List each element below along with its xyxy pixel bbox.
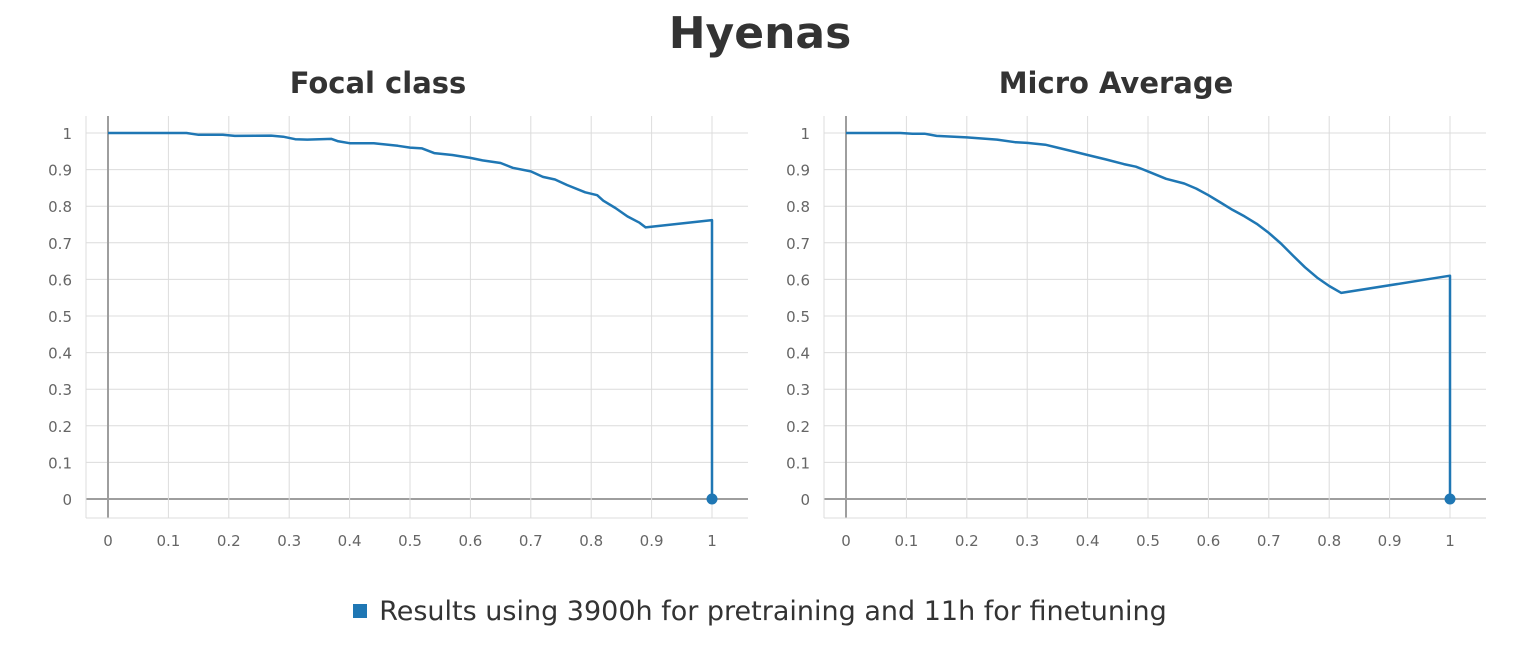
- x-tick-label: 0.2: [217, 532, 241, 550]
- y-tick-label: 0.4: [786, 345, 810, 363]
- chart-panel-focal-class: Focal class 0 0.1 0.2 0.3 0.4 0.5 0.6 0.7 0.8 0.9…: [8, 60, 748, 560]
- chart-focal-class[interactable]: 0 0.1 0.2 0.3 0.4 0.5 0.6 0.7 0.8 0.9 1 0 0.1 0.2 0.3 0…: [8, 100, 748, 560]
- x-tick-label: 0.9: [640, 532, 664, 550]
- y-tick-label: 0.6: [786, 271, 810, 289]
- y-tick-label: 0.1: [786, 454, 810, 472]
- chart-micro-average[interactable]: 0 0.1 0.2 0.3 0.4 0.5 0.6 0.7 0.8 0.9 1 0 0.1 0.2 0.3 0…: [746, 100, 1486, 560]
- y-tick-label: 0.7: [48, 235, 72, 253]
- y-tick-label: 0.3: [786, 381, 810, 399]
- x-tick-label: 1: [707, 532, 717, 550]
- y-tick-label: 0: [62, 491, 72, 509]
- y-tick-label: 0.8: [48, 198, 72, 216]
- legend-label: Results using 3900h for pretraining and …: [379, 596, 1167, 627]
- series-line: [108, 131, 714, 499]
- x-tick-label: 0.4: [338, 532, 362, 550]
- x-tick-label: 0.3: [1015, 532, 1039, 550]
- x-tick-label: 0.1: [156, 532, 180, 550]
- y-tick-label: 0.8: [786, 198, 810, 216]
- y-tick-label: 0.5: [786, 308, 810, 326]
- x-tick-label: 0.4: [1076, 532, 1100, 550]
- y-tick-label: 0.9: [786, 162, 810, 180]
- y-tick-label: 0.3: [48, 381, 72, 399]
- x-tick-label: 0: [103, 532, 113, 550]
- series-end-point: [706, 493, 718, 505]
- y-tick-label: 0.4: [48, 345, 72, 363]
- y-tick-label: 0: [800, 491, 810, 509]
- x-tick-label: 0: [841, 532, 851, 550]
- y-tick-label: 0.7: [786, 235, 810, 253]
- x-tick-label: 0.7: [1257, 532, 1281, 550]
- x-tick-label: 0.3: [277, 532, 301, 550]
- series-end-point: [1444, 493, 1456, 505]
- chart-panel-micro-average: Micro Average 0 0.1 0.2 0.3 0.4 0.5 0.6 0.7 0.8 0…: [746, 60, 1486, 560]
- figure-title: Hyenas: [668, 8, 852, 59]
- chart-title-micro-average: Micro Average: [998, 66, 1234, 100]
- y-tick-label: 0.1: [48, 454, 72, 472]
- x-tick-label: 0.1: [894, 532, 918, 550]
- x-tick-label: 0.5: [1136, 532, 1160, 550]
- x-tick-label: 0.6: [1196, 532, 1220, 550]
- x-tick-label: 0.7: [519, 532, 543, 550]
- x-tick-label: 0.5: [398, 532, 422, 550]
- legend[interactable]: Results using 3900h for pretraining and …: [0, 596, 1520, 627]
- x-tick-label: 0.8: [1317, 532, 1341, 550]
- y-tick-label: 0.2: [48, 418, 72, 436]
- x-tick-label: 0.8: [579, 532, 603, 550]
- legend-swatch: [353, 603, 368, 618]
- chart-title-focal-class: Focal class: [289, 66, 467, 100]
- y-tick-label: 0.6: [48, 271, 72, 289]
- x-tick-label: 0.9: [1378, 532, 1402, 550]
- y-tick-label: 0.9: [48, 162, 72, 180]
- series-line: [846, 131, 1452, 499]
- y-tick-label: 1: [800, 125, 810, 143]
- x-tick-label: 0.6: [458, 532, 482, 550]
- y-tick-label: 1: [62, 125, 72, 143]
- y-tick-label: 0.2: [786, 418, 810, 436]
- y-tick-label: 0.5: [48, 308, 72, 326]
- x-tick-label: 1: [1445, 532, 1455, 550]
- x-tick-label: 0.2: [955, 532, 979, 550]
